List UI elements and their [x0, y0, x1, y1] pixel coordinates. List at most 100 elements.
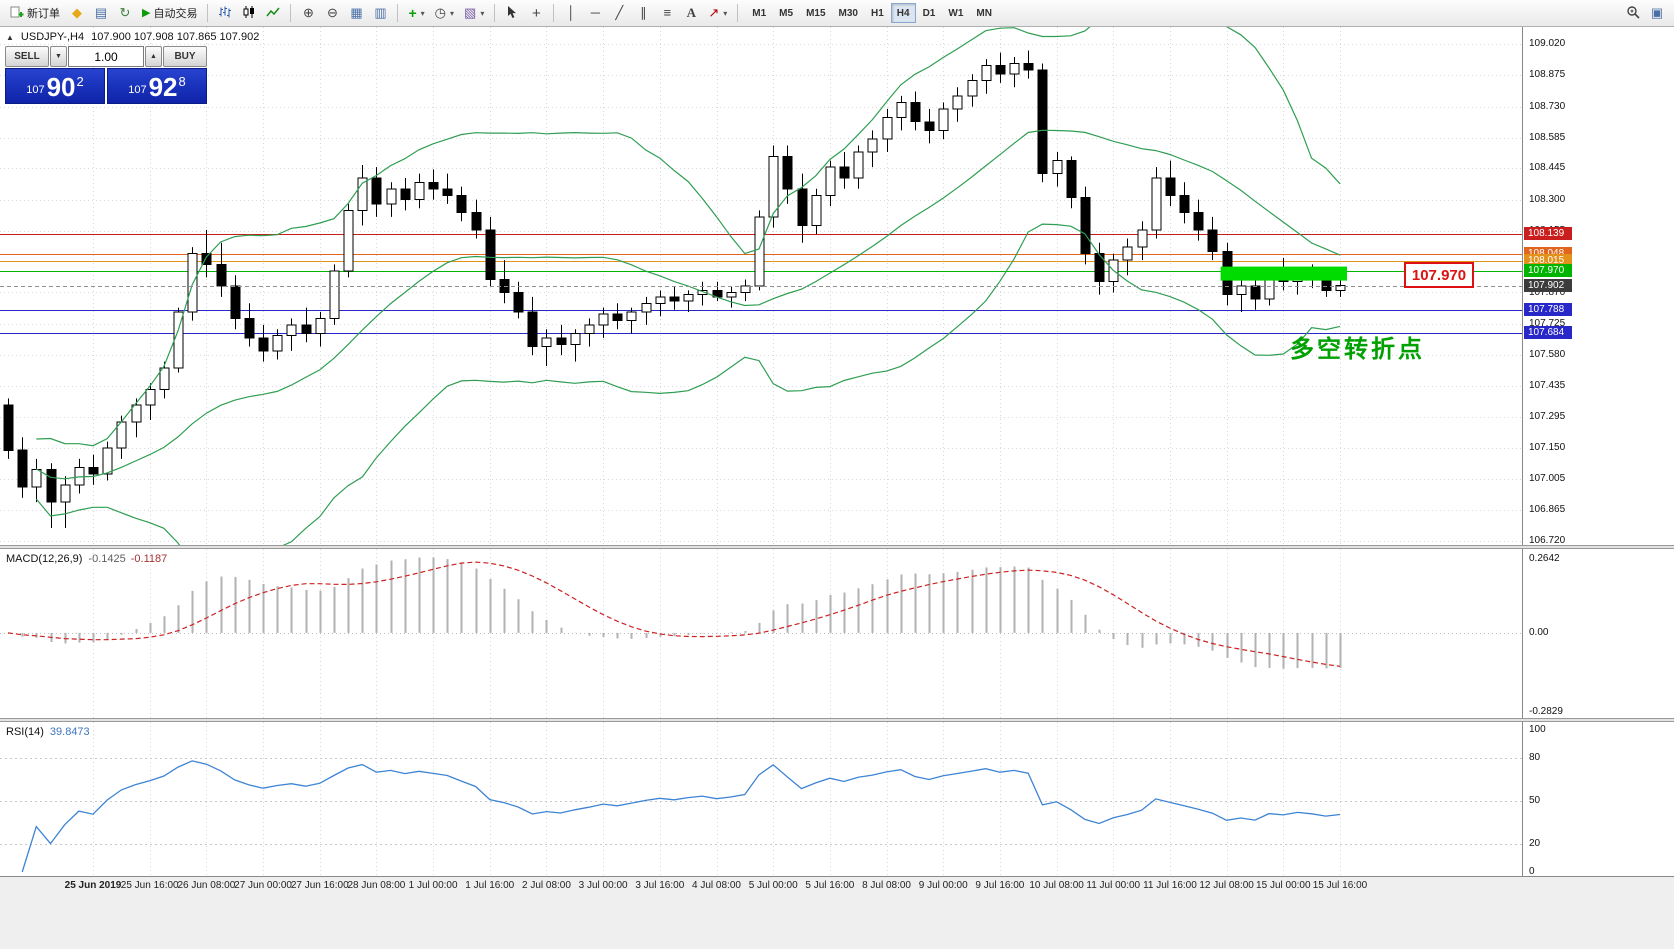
price-axis[interactable]: 109.020 108.875 108.730 108.585 108.445 108.3…	[1522, 27, 1674, 877]
price-tick: 108.585	[1529, 131, 1566, 143]
pivot-annotation[interactable]: 多空转折点	[1290, 336, 1425, 363]
price-tag[interactable]: 107.902	[1524, 278, 1572, 292]
indicators-dropdown-icon[interactable]: ▾	[420, 8, 425, 18]
panel-separator[interactable]	[0, 718, 1674, 722]
timeframe-m15[interactable]: M15	[806, 7, 826, 19]
timeframe-m5[interactable]: M5	[779, 7, 794, 19]
tile-windows-button[interactable]: ▥	[369, 2, 391, 24]
sell-price-prefix: 107	[26, 84, 45, 96]
macd-label: MACD(12,26,9) -0.1425 -0.1187	[6, 553, 167, 565]
timeframe-w1[interactable]: W1	[948, 7, 964, 19]
rsi-name: RSI(14)	[6, 726, 44, 738]
rsi-label: RSI(14) 39.8473	[6, 726, 90, 738]
timeframe-d1[interactable]: D1	[922, 7, 936, 19]
zoom-out-icon: ⊖	[327, 5, 338, 20]
tile-windows-icon: ▥	[374, 5, 387, 20]
panel-separator[interactable]	[0, 545, 1674, 549]
time-label: 3 Jul 00:00	[578, 880, 628, 891]
time-axis[interactable]: 25 Jun 2019 25 Jun 16:00 26 Jun 08:00 27 Ju…	[0, 876, 1674, 949]
volume-decrease-button[interactable]: ▼	[50, 46, 67, 67]
trendline-button[interactable]: ╱	[608, 2, 630, 24]
time-label: 1 Jul 16:00	[465, 880, 515, 891]
price-chart[interactable]	[0, 27, 1522, 545]
templates-icon: ▧	[464, 5, 477, 20]
new-order-label: 新订单	[27, 8, 60, 20]
chart-line-icon	[266, 5, 281, 22]
arrows-button[interactable]: ↗ ▾	[704, 2, 731, 24]
time-label: 5 Jul 00:00	[748, 880, 798, 891]
zoom-in-button[interactable]: ⊕	[297, 2, 319, 24]
price-tag[interactable]: 107.684	[1524, 325, 1572, 339]
timeframe-m30[interactable]: M30	[838, 7, 858, 19]
price-tag[interactable]: 107.788	[1524, 303, 1572, 317]
buy-button[interactable]: BUY	[163, 46, 207, 67]
price-callout[interactable]: 107.970	[1404, 262, 1474, 288]
symbol-title: USDJPY-,H4	[20, 31, 85, 43]
macd-panel[interactable]	[0, 549, 1522, 718]
toolbar-separator	[737, 4, 739, 22]
time-label: 15 Jul 16:00	[1312, 880, 1368, 891]
vertical-line-button[interactable]: │	[560, 2, 582, 24]
toolbar-separator	[397, 4, 399, 22]
metaeditor-button[interactable]: ◆	[66, 2, 88, 24]
fibonacci-button[interactable]: ≡	[656, 2, 678, 24]
equidistant-channel-button[interactable]: ∥	[632, 2, 654, 24]
sell-price-box[interactable]: 107 90 2	[5, 68, 105, 104]
periods-dropdown-icon[interactable]: ▾	[450, 8, 455, 18]
toolbar-separator	[494, 4, 496, 22]
rsi-panel[interactable]	[0, 722, 1522, 876]
timeframe-mn[interactable]: MN	[976, 7, 992, 19]
buy-price-box[interactable]: 107 92 8	[107, 68, 207, 104]
search-button[interactable]	[1622, 2, 1644, 24]
macd-signal-value: -0.1187	[130, 553, 168, 565]
new-order-icon	[10, 5, 24, 22]
periods-button[interactable]: ◷ ▾	[431, 2, 458, 24]
cursor-button[interactable]	[501, 2, 523, 24]
data-window-button[interactable]: ▤	[90, 2, 112, 24]
zoom-in-icon: ⊕	[303, 5, 314, 20]
sell-price-big: 90	[46, 72, 76, 102]
chart-candles-button[interactable]	[238, 2, 260, 24]
price-tick: 107.580	[1529, 349, 1566, 361]
one-click-trading-panel: SELL ▼ ▲ BUY 107 90 2 107 92 8	[5, 46, 207, 104]
grid-button[interactable]: ▦	[345, 2, 367, 24]
volume-increase-button[interactable]: ▲	[145, 46, 162, 67]
timeframe-h1[interactable]: H1	[870, 7, 884, 19]
ohlc-values: 107.900 107.908 107.865 107.902	[91, 31, 260, 43]
timeframe-m1[interactable]: M1	[752, 7, 767, 19]
text-label-button[interactable]: A	[680, 2, 702, 24]
crosshair-button[interactable]: +	[525, 2, 547, 24]
time-label: 12 Jul 08:00	[1199, 880, 1254, 891]
indicators-button[interactable]: + ▾	[404, 2, 428, 24]
price-tick: 107.725	[1529, 317, 1566, 329]
price-tag[interactable]: 108.139	[1524, 227, 1572, 241]
templates-dropdown-icon[interactable]: ▾	[480, 8, 485, 18]
chart-windows-button[interactable]: ▣	[1646, 2, 1668, 24]
time-label: 1 Jul 00:00	[408, 880, 458, 891]
horizontal-line-button[interactable]: ─	[584, 2, 606, 24]
new-order-button[interactable]: 新订单	[6, 2, 64, 24]
arrows-dropdown-icon[interactable]: ▾	[723, 8, 728, 18]
time-label: 26 Jun 08:00	[177, 880, 236, 891]
price-tag[interactable]: 107.970	[1524, 263, 1572, 277]
rsi-scale-label: 100	[1529, 724, 1546, 735]
rsi-scale-label: 0	[1529, 866, 1535, 877]
macd-scale-label: -0.2829	[1529, 706, 1563, 717]
autotrading-button[interactable]: ▶ 自动交易	[138, 2, 201, 24]
chart-bars-button[interactable]	[214, 2, 236, 24]
sell-button[interactable]: SELL	[5, 46, 49, 67]
zoom-out-button[interactable]: ⊖	[321, 2, 343, 24]
toolbar-separator	[207, 4, 209, 22]
timeframe-h4[interactable]: H4	[890, 3, 916, 23]
collapse-icon[interactable]: ▲	[6, 32, 14, 42]
time-label: 27 Jun 16:00	[290, 880, 349, 891]
templates-button[interactable]: ▧ ▾	[460, 2, 488, 24]
toolbar: 新订单 ◆ ▤ ↻ ▶ 自动交易 ⊕ ⊖ ▦ ▥ + ▾ ◷ ▾ ▧ ▾ + │ ─ ╱ ∥ ≡ A ↗ ▾ M1 M5 M15 M30…	[0, 0, 1674, 27]
volume-input[interactable]	[68, 46, 144, 67]
chart-line-button[interactable]	[262, 2, 284, 24]
arrows-icon: ↗	[708, 5, 720, 20]
price-tick: 107.870	[1529, 286, 1566, 298]
price-tick: 107.005	[1529, 473, 1566, 485]
grid-icon: ▦	[350, 5, 363, 20]
refresh-button[interactable]: ↻	[114, 2, 136, 24]
